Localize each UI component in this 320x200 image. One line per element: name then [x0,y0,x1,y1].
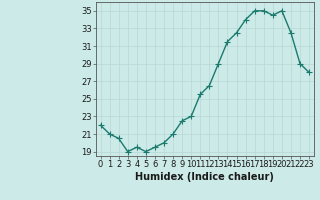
X-axis label: Humidex (Indice chaleur): Humidex (Indice chaleur) [135,172,274,182]
